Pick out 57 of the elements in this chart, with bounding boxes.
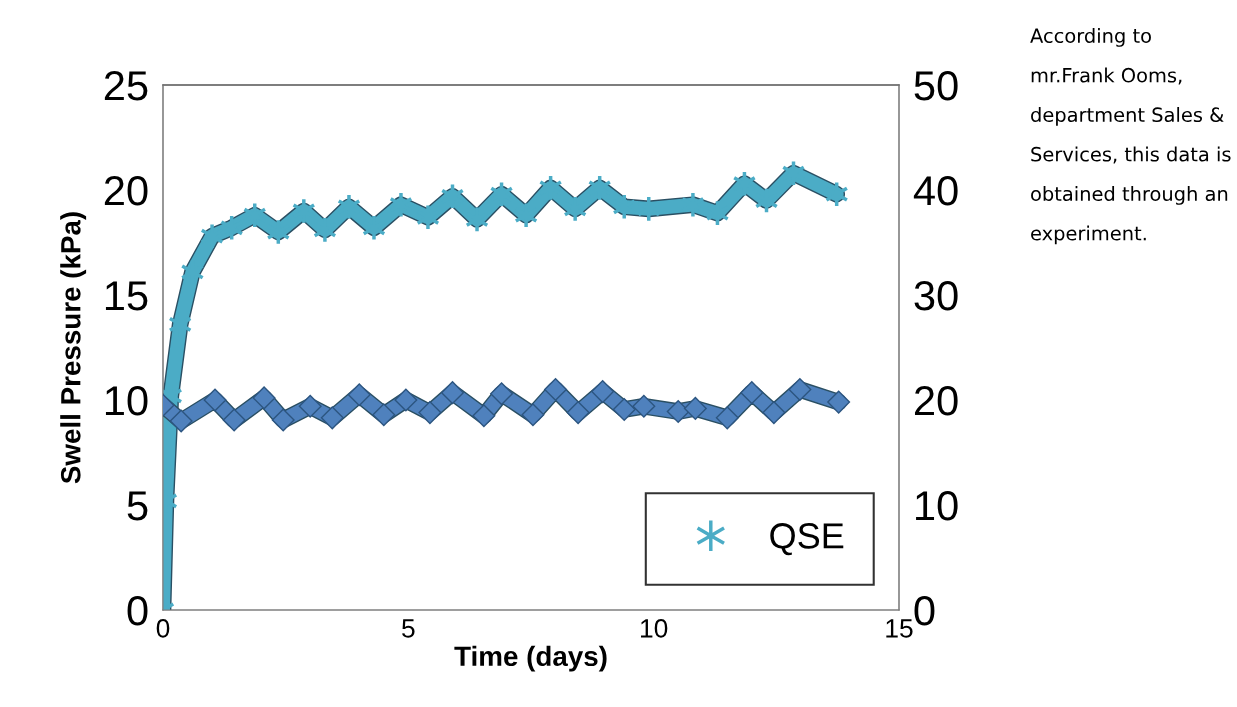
point xyxy=(312,216,337,244)
y-tick-label: 25 xyxy=(104,71,148,101)
point xyxy=(563,195,588,223)
y2-tick-label: 50 xyxy=(914,71,958,101)
point xyxy=(683,396,707,420)
point xyxy=(566,401,590,425)
point xyxy=(465,205,489,233)
text: According to mr.Frank Ooms, department Sales & Services, this data is obtained through an experiment. xyxy=(1030,28,1231,245)
point xyxy=(389,191,413,219)
y-tick-label: 5 xyxy=(127,491,148,521)
y2-tick-label: 20 xyxy=(914,386,958,416)
point xyxy=(521,403,545,427)
point xyxy=(200,222,225,250)
point xyxy=(762,401,786,425)
y-tick-label: 20 xyxy=(104,176,148,206)
point xyxy=(827,390,851,414)
point xyxy=(591,380,615,404)
point xyxy=(490,382,514,406)
point xyxy=(666,400,690,424)
point xyxy=(337,193,361,221)
point xyxy=(347,383,371,407)
legend-label: QSE xyxy=(770,523,844,556)
point xyxy=(169,409,193,433)
point xyxy=(394,388,418,412)
point xyxy=(271,408,295,432)
y-tick-label: 15 xyxy=(105,281,148,311)
point xyxy=(680,191,705,219)
y-axis-title: Swell Pressure (kPa) xyxy=(60,212,87,484)
point xyxy=(472,404,496,428)
point xyxy=(612,193,637,221)
point xyxy=(416,203,440,231)
y2-tick-label: 30 xyxy=(914,281,958,311)
x-axis-title: Time (days) xyxy=(454,645,607,672)
point xyxy=(418,401,442,425)
point xyxy=(612,397,636,421)
point xyxy=(740,381,764,405)
y-tick-label: 10 xyxy=(105,386,148,416)
point xyxy=(252,386,276,410)
point xyxy=(514,201,539,229)
x-tick-label: 10 xyxy=(641,619,668,638)
point xyxy=(203,388,227,412)
point xyxy=(222,408,246,432)
point xyxy=(362,214,386,242)
point xyxy=(320,406,344,430)
point xyxy=(291,197,316,225)
point xyxy=(715,406,739,430)
point xyxy=(298,394,322,418)
y2-tick-label: 10 xyxy=(916,491,958,521)
point xyxy=(544,378,568,401)
point xyxy=(372,403,396,427)
point xyxy=(440,381,464,405)
y2-tick-label: 40 xyxy=(913,176,958,206)
x-tick-label: 15 xyxy=(886,619,913,638)
point xyxy=(632,394,656,418)
x-tick-label: 0 xyxy=(156,619,170,638)
x-tick-label: 5 xyxy=(402,619,415,638)
point xyxy=(788,378,812,401)
